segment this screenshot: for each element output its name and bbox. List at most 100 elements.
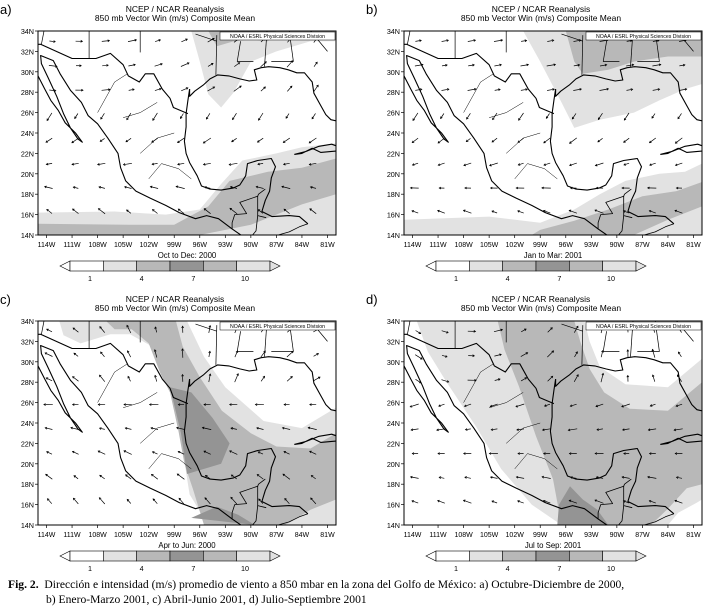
wind-arrow-head (410, 428, 414, 432)
wind-arrow (491, 210, 498, 214)
wind-arrow-head (594, 209, 597, 212)
wind-arrow-head (675, 404, 679, 407)
wind-arrow-head (473, 330, 477, 333)
wind-arrow (546, 113, 550, 119)
wind-arrow-head (465, 139, 469, 143)
wind-arrow (72, 327, 79, 333)
wind-arrow (73, 475, 79, 480)
wind-arrow (98, 186, 105, 189)
lat-label: 30N (387, 358, 400, 367)
wind-arrow (493, 329, 503, 333)
colorbar-tick-label: 7 (557, 274, 561, 283)
state-border (195, 323, 217, 332)
wind-arrow (547, 375, 553, 382)
coastline (555, 356, 702, 412)
wind-arrow-head (44, 352, 48, 355)
lat-label: 22N (21, 439, 34, 448)
wind-arrow-head (446, 380, 450, 383)
wind-arrow (125, 138, 132, 143)
colorbar-tick-label: 4 (140, 274, 144, 283)
lat-label: 24N (387, 129, 400, 138)
lat-label: 32N (387, 337, 400, 346)
wind-arrow-head (283, 403, 287, 406)
wind-arrow-head (623, 140, 626, 143)
lon-label: 114W (404, 242, 422, 249)
wind-arrow-head (311, 116, 315, 120)
wind-arrow (600, 350, 604, 358)
wind-arrow-head (124, 185, 127, 189)
wind-arrow-head (81, 88, 84, 92)
wind-arrow-head (230, 427, 234, 430)
wind-arrow (150, 427, 159, 430)
wind-arrow-head (575, 351, 578, 354)
wind-arrow (547, 327, 553, 333)
wind-arrow-head (651, 116, 654, 119)
wind-map: NOAA / ESRL Physical Sciences Division 34… (366, 290, 715, 580)
wind-arrow-head (309, 403, 312, 406)
lat-label: 26N (387, 399, 400, 408)
coastline (183, 89, 309, 225)
colorbar-segment (502, 260, 537, 272)
wind-arrow-head (517, 500, 520, 503)
wind-arrow (229, 208, 238, 215)
country-border (618, 505, 625, 525)
wind-speed-contour (633, 206, 702, 235)
wind-arrow-head (107, 39, 111, 43)
coastline (549, 89, 675, 225)
country-border (252, 215, 259, 235)
wind-arrow (517, 500, 524, 504)
wind-arrow (231, 138, 237, 142)
lon-label: 108W (88, 242, 107, 249)
wind-arrow-head (525, 352, 529, 355)
wind-arrow (207, 86, 215, 92)
wind-arrow (594, 499, 604, 504)
wind-arrow-head (150, 426, 154, 430)
wind-arrow-head (411, 500, 414, 503)
colorbar-segment (469, 260, 503, 272)
wind-arrow-head (97, 163, 100, 166)
wind-arrow (177, 473, 185, 480)
wind-arrow (623, 210, 630, 214)
wind-arrow (99, 475, 105, 480)
wind-arrow (181, 38, 188, 43)
wind-arrow-head (541, 186, 544, 190)
wind-arrow-head (647, 186, 650, 190)
colorbar-tick-label: 4 (140, 564, 144, 573)
wind-arrow (569, 162, 577, 166)
wind-arrow-head (186, 62, 190, 65)
wind-arrow (100, 113, 105, 120)
wind-arrow (258, 112, 264, 121)
wind-speed-contour (170, 387, 230, 474)
wind-speed-contour (497, 321, 702, 525)
lon-label: 102W (140, 242, 159, 249)
country-border (231, 195, 267, 229)
wind-arrow (468, 64, 475, 67)
wind-arrow-head (463, 452, 466, 455)
colorbar-tick-label: 10 (607, 274, 615, 283)
wind-arrow-head (420, 357, 423, 360)
wind-arrow (595, 162, 604, 166)
lon-label: 114W (38, 532, 56, 539)
lat-label: 26N (21, 399, 34, 408)
wind-arrow-head (307, 426, 311, 430)
country-border (623, 188, 632, 197)
wind-speed-contour (531, 182, 702, 235)
wind-arrow-head (237, 62, 241, 65)
lon-label: 108W (88, 532, 107, 539)
wind-arrow (521, 40, 527, 42)
wind-arrow-head (576, 325, 579, 329)
wind-arrow (573, 374, 579, 382)
wind-arrow-head (45, 377, 49, 380)
wind-arrow-head (284, 497, 287, 501)
wind-arrow-head (74, 116, 77, 120)
lat-label: 22N (387, 439, 400, 448)
map-subtitle: 850 mb Vector Win (m/s) Composite Mean (94, 303, 256, 313)
wind-arrow-head (677, 116, 680, 120)
wind-arrow (229, 162, 238, 166)
wind-arrow-head (491, 500, 495, 503)
wind-arrow-head (185, 38, 188, 41)
lat-label: 34N (387, 317, 400, 326)
colorbar-segment (435, 260, 470, 272)
wind-arrow-head (176, 473, 180, 476)
lon-label: 102W (140, 532, 159, 539)
